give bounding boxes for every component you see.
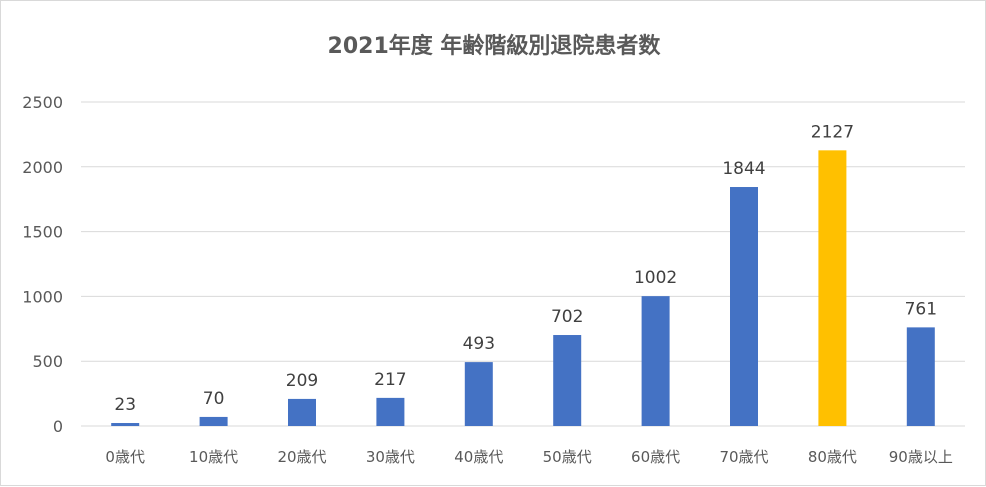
x-tick-label: 60歳代	[631, 448, 680, 466]
chart-title: 2021年度 年齢階級別退院患者数	[328, 33, 662, 59]
data-label: 217	[374, 370, 406, 390]
data-label: 23	[114, 395, 136, 415]
x-tick-label: 20歳代	[277, 448, 326, 466]
data-label: 209	[286, 371, 318, 391]
bar	[818, 150, 847, 426]
data-label: 493	[463, 334, 495, 354]
y-tick-label: 1500	[22, 223, 63, 242]
x-axis: 0歳代 10歳代 20歳代 30歳代 40歳代 50歳代 60歳代 70歳代 80歳代 90歳以上	[105, 448, 952, 466]
data-label: 2127	[811, 122, 854, 142]
bar	[464, 362, 493, 426]
bar	[553, 335, 582, 426]
data-labels: 23 70 209 217 493 702 1002 1844 2127 761	[114, 122, 937, 415]
bar	[730, 187, 758, 426]
data-label: 1002	[634, 268, 677, 288]
y-axis: 0 500 1000 1500 2000 2500	[22, 93, 63, 436]
x-tick-label: 10歳代	[189, 448, 238, 466]
bars	[111, 150, 935, 426]
bar	[906, 327, 935, 426]
x-tick-label: 80歳代	[808, 448, 857, 466]
x-tick-label: 70歳代	[719, 448, 768, 466]
x-tick-label: 50歳代	[543, 448, 592, 466]
bar	[199, 416, 228, 426]
y-tick-label: 2000	[22, 158, 63, 177]
bar	[641, 296, 670, 426]
data-label: 761	[905, 299, 937, 319]
data-label: 702	[551, 307, 583, 327]
gridlines	[81, 101, 965, 427]
bar	[376, 397, 405, 426]
x-tick-label: 40歳代	[454, 448, 503, 466]
y-tick-label: 0	[53, 417, 63, 436]
y-tick-label: 1000	[22, 287, 63, 306]
data-label: 70	[203, 389, 225, 409]
y-tick-label: 2500	[22, 93, 63, 112]
data-label: 1844	[722, 159, 765, 179]
bar	[288, 398, 316, 426]
y-tick-label: 500	[32, 352, 63, 371]
bar	[111, 423, 140, 426]
x-tick-label: 30歳代	[366, 448, 415, 466]
x-tick-label: 0歳代	[105, 448, 145, 466]
x-tick-label: 90歳以上	[889, 448, 953, 466]
